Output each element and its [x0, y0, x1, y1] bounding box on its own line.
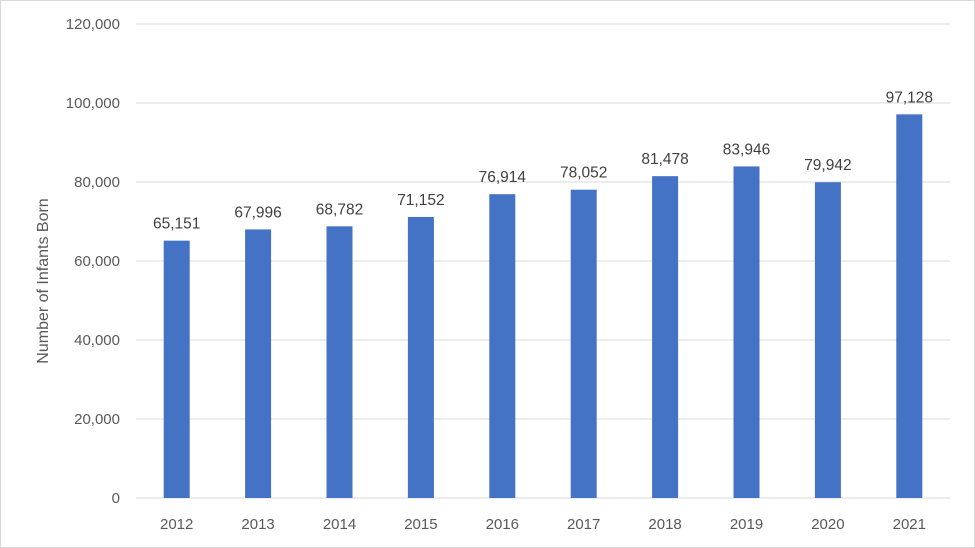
bars	[163, 114, 923, 499]
y-tick-label: 80,000	[74, 174, 120, 191]
bar	[407, 216, 434, 499]
gridlines	[136, 23, 950, 499]
bar	[896, 114, 923, 499]
x-tick-label: 2015	[404, 516, 437, 533]
data-label: 68,782	[316, 201, 363, 218]
bar	[489, 194, 516, 498]
x-tick-label: 2012	[160, 516, 193, 533]
x-tick-label: 2014	[323, 516, 356, 533]
x-tick-label: 2018	[648, 516, 681, 533]
bar	[652, 176, 679, 498]
y-tick-label: 100,000	[66, 95, 120, 112]
y-tick-label: 40,000	[74, 332, 120, 349]
x-tick-label: 2016	[486, 516, 519, 533]
data-labels: 65,151 67,996 68,782 71,152 76,914 78,052 81,4…	[153, 89, 933, 232]
y-tick-label: 20,000	[74, 411, 120, 428]
bar	[326, 226, 353, 498]
bar	[814, 182, 841, 498]
data-label: 81,478	[641, 151, 688, 168]
x-tick-label: 2019	[730, 516, 763, 533]
data-label: 67,996	[234, 204, 281, 221]
bar	[163, 240, 190, 498]
bar	[245, 229, 272, 498]
y-tick-label: 0	[112, 490, 120, 507]
x-tick-label: 2020	[811, 516, 844, 533]
bar	[570, 189, 597, 499]
data-label: 79,942	[804, 157, 851, 174]
data-label: 83,946	[723, 141, 770, 158]
x-tick-label: 2021	[893, 516, 926, 533]
data-label: 97,128	[886, 89, 933, 106]
x-tick-label: 2013	[241, 516, 274, 533]
y-axis-title: Number of Infants Born	[35, 198, 52, 363]
data-label: 71,152	[397, 192, 444, 209]
data-label: 78,052	[560, 165, 607, 182]
data-label: 76,914	[479, 169, 527, 186]
y-tick-label: 120,000	[66, 16, 120, 33]
data-label: 65,151	[153, 216, 200, 233]
bar	[733, 166, 760, 498]
y-tick-label: 60,000	[74, 253, 120, 270]
y-axis-ticks: 0 20,000 40,000 60,000 80,000 100,000 120,000	[66, 16, 120, 507]
x-axis-ticks: 2012 2013 2014 2015 2016 2017 2018 2019 2020 2021	[160, 516, 926, 533]
x-tick-label: 2017	[567, 516, 600, 533]
